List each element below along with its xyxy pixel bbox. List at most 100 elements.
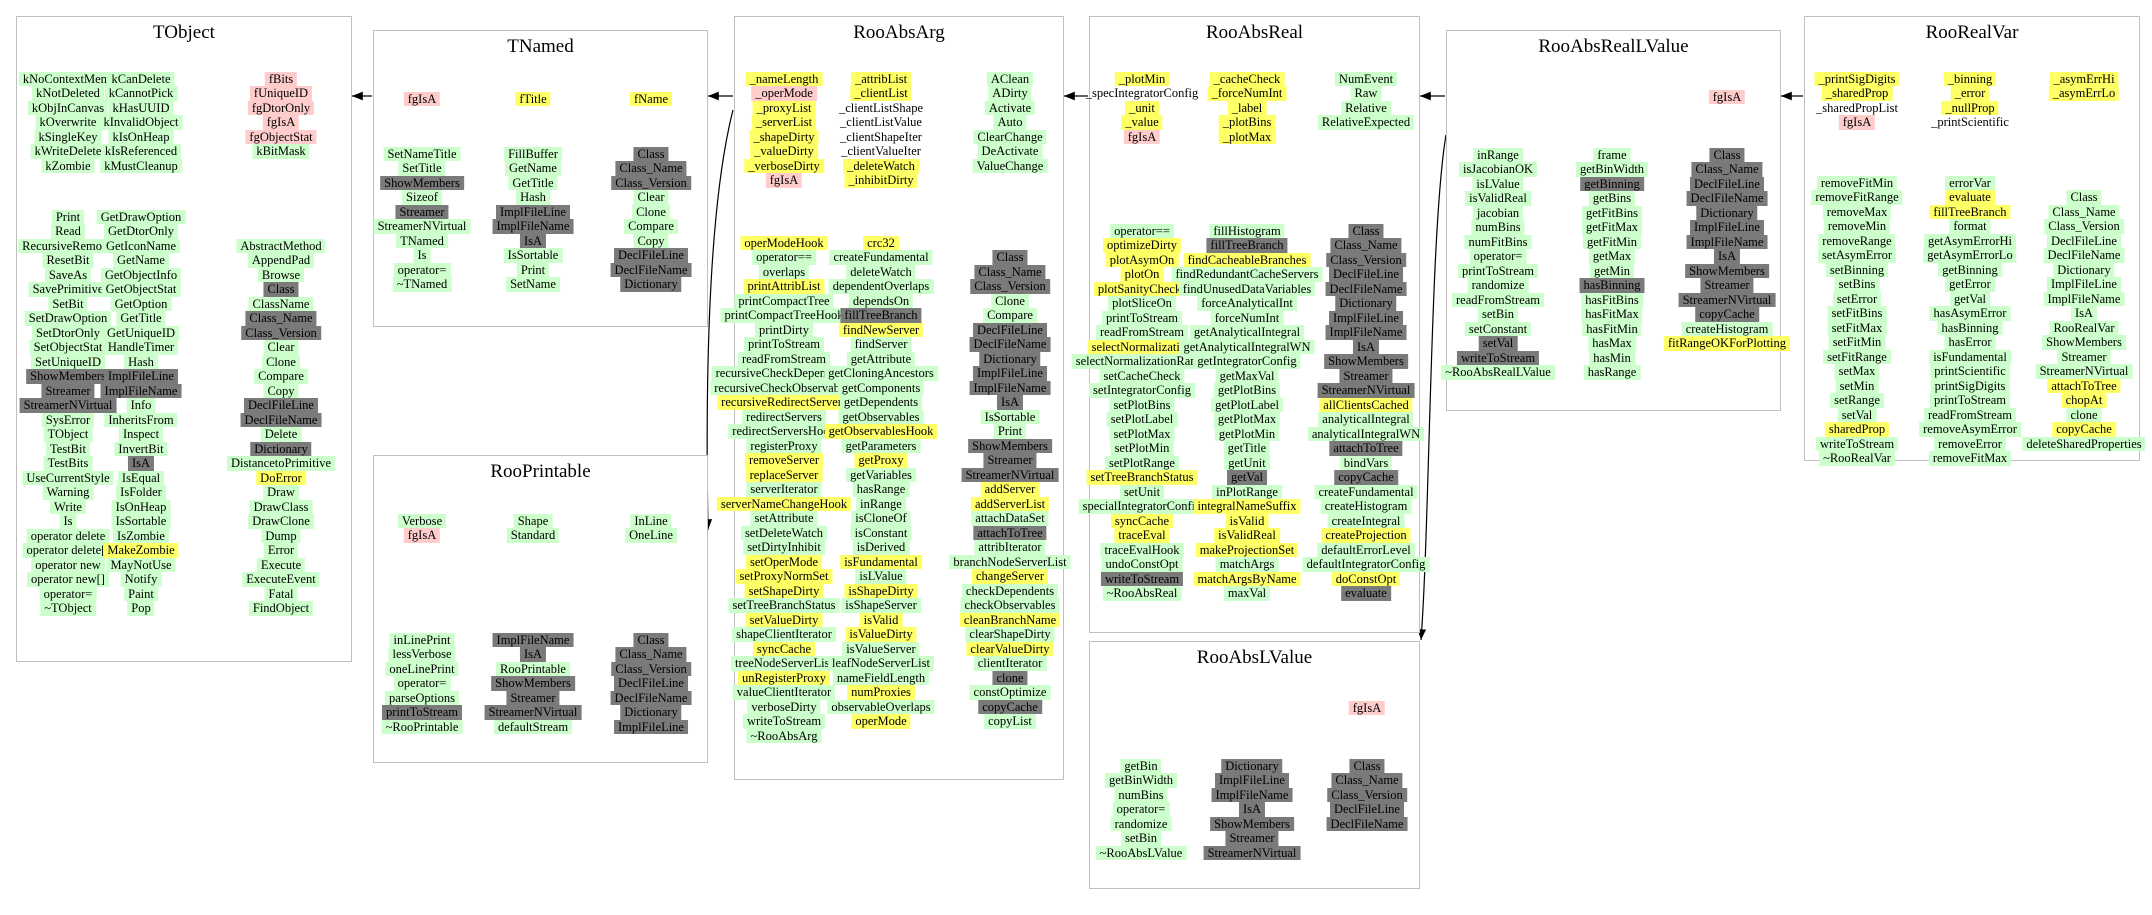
rooabsreal-member: findRedundantCacheServers: [1171, 267, 1323, 282]
rooabsarg-member: Activate: [984, 100, 1036, 116]
rooabslvalue-member: numBins: [1114, 787, 1168, 803]
rooabslvalue-member: ShowMembers: [1210, 816, 1294, 832]
rooabsreal-member: DeclFileLine: [1329, 267, 1403, 282]
rooabsarg-member: replaceServer: [745, 467, 823, 483]
rooabsarg-member: writeToStream: [742, 714, 826, 729]
rooabsarg-member: _clientListShape: [838, 100, 924, 115]
rooabsarg-member: printCompactTreeHook: [720, 308, 848, 323]
roorealvar-member: RooRealVar: [2049, 320, 2119, 336]
rooabsarg-member: changeServer: [971, 569, 1049, 584]
roorealvar-member: copyCache: [2052, 422, 2116, 437]
rooprintable-member: lessVerbose: [388, 647, 456, 662]
rooabsreal-member: _unit: [1125, 100, 1159, 116]
tobject-member: Dictionary: [250, 441, 312, 457]
rooabsreal-member: traceEvalHook: [1100, 542, 1184, 558]
rooabsrealllvalue-member: DeclFileLine: [1690, 176, 1764, 192]
roorealvar-member: setMax: [1834, 364, 1880, 379]
rooabsreal-member: createIntegral: [1327, 513, 1405, 529]
tnamed-member: Compare: [624, 219, 678, 234]
rooabsrealllvalue-member: ImplFileLine: [1690, 220, 1764, 235]
rooabsreal-member: selectNormalization: [1087, 339, 1197, 355]
tobject-member: UseCurrentStyle: [22, 470, 114, 486]
tobject-member: Browse: [257, 267, 305, 283]
roorealvar-member: _binning: [1943, 71, 1997, 87]
roorealvar-member: hasError: [1944, 335, 1996, 350]
rooabsrealllvalue-member: numBins: [1471, 220, 1525, 235]
tobject-member: kIsReferenced: [100, 144, 182, 159]
rooabslvalue-member: randomize: [1110, 816, 1172, 832]
rooabsreal-member: RelativeExpected: [1317, 115, 1415, 130]
rooabsrealllvalue-member: getBinWidth: [1575, 162, 1649, 177]
tobject-member: kCanDelete: [107, 71, 175, 87]
tobject-member: fgObjectStat: [245, 129, 317, 145]
rooabslvalue-member: Dictionary: [1221, 758, 1283, 774]
rooabsreal-member: setPlotMax: [1109, 426, 1175, 442]
rooprintable-member: StreamerNVirtual: [484, 705, 582, 720]
roorealvar-member: format: [1949, 219, 1991, 234]
rooabsarg-member: isDerived: [852, 540, 910, 555]
tobject-member: AppendPad: [247, 253, 315, 268]
tobject-member: IsSortable: [111, 514, 171, 529]
roorealvar-member: getBinning: [1938, 262, 2002, 278]
rooprintable-member: Shape: [513, 513, 553, 529]
rooabsarg-member: redirectServersHook: [728, 424, 840, 439]
rooabsreal-member: printToStream: [1101, 310, 1183, 326]
tobject-member: kWriteDelete: [30, 144, 106, 159]
rooabsarg-member: ImplFileName: [969, 380, 1051, 396]
roorealvar-member: DeclFileLine: [2047, 233, 2121, 249]
tobject-member: GetObjectInfo: [100, 267, 182, 283]
tobject-member: DrawClass: [249, 499, 313, 515]
rooprintable-member: Dictionary: [620, 705, 682, 720]
rooabsarg-member: findNewServer: [838, 322, 924, 338]
roorealvar-member: setFitMin: [1828, 335, 1886, 350]
tnamed-member: GetName: [505, 161, 561, 176]
tobject-member: Error: [263, 543, 299, 558]
rooabsarg-member: isValueServer: [842, 641, 920, 657]
rooabsreal-member: fillTreeBranch: [1206, 238, 1288, 253]
rooabsreal-member: getTitle: [1223, 441, 1271, 456]
rooprintable-member: printToStream: [381, 705, 463, 720]
tobject-member: SavePrimitive: [28, 282, 108, 297]
rooabsreal-member: plotOn: [1120, 267, 1164, 282]
rooabsarg-member: inRange: [856, 496, 906, 512]
rooabsreal-member: _plotBins: [1218, 115, 1276, 130]
tobject-member: TestBits: [43, 456, 93, 471]
rooabsrealllvalue-member: Class: [1709, 147, 1745, 163]
rooabsreal-member: isValidReal: [1214, 528, 1280, 543]
rooabsarg-member: addServer: [980, 482, 1040, 497]
rooabsrealllvalue-member: hasMin: [1589, 350, 1635, 366]
tobject-member: kBitMask: [252, 144, 310, 159]
rooabsarg-member: isLValue: [855, 569, 907, 584]
tnamed-member: SetTitle: [398, 161, 446, 176]
rooabsarg-member: fgIsA: [765, 173, 803, 188]
rooabsarg-member: printToStream: [743, 337, 825, 352]
rooabsreal-member: createHistogram: [1320, 499, 1412, 514]
rooabsreal-member: Relative: [1341, 100, 1391, 116]
tobject-member: SetBit: [48, 296, 88, 312]
rooabsrealllvalue-member: randomize: [1467, 278, 1529, 293]
tobject-member: Is: [59, 514, 77, 529]
tnamed-member: Streamer: [395, 204, 449, 220]
rooabsreal-member: _plotMin: [1114, 71, 1170, 87]
rooabsarg-member: _serverList: [751, 115, 817, 130]
rooabsreal-member: getMaxVal: [1215, 368, 1279, 384]
rooabsreal-member: _cacheCheck: [1209, 71, 1285, 87]
rooprintable-member: Standard: [506, 528, 560, 543]
tnamed-member: TNamed: [396, 233, 448, 249]
rooabslvalue-member: ImplFileName: [1211, 787, 1293, 803]
roorealvar-member: removeError: [1934, 436, 2006, 452]
tobject-member: fgDtorOnly: [247, 100, 315, 116]
class-title: TNamed: [507, 36, 574, 57]
rooabsarg-member: checkDependents: [961, 583, 1059, 599]
tnamed-member: ~TNamed: [392, 277, 452, 292]
rooabsarg-member: clone: [992, 670, 1028, 686]
tnamed-member: DeclFileName: [610, 262, 692, 278]
rooabsreal-member: forceNumInt: [1210, 310, 1284, 326]
rooabsarg-member: redirectServers: [742, 409, 826, 425]
tobject-member: GetDrawOption: [96, 209, 186, 225]
tobject-member: SetObjectStat: [29, 340, 107, 355]
rooabsreal-member: getAnalyticalIntegral: [1189, 325, 1305, 340]
rooabsarg-member: attribIterator: [974, 540, 1046, 555]
rooabsreal-member: bindVars: [1339, 455, 1393, 471]
